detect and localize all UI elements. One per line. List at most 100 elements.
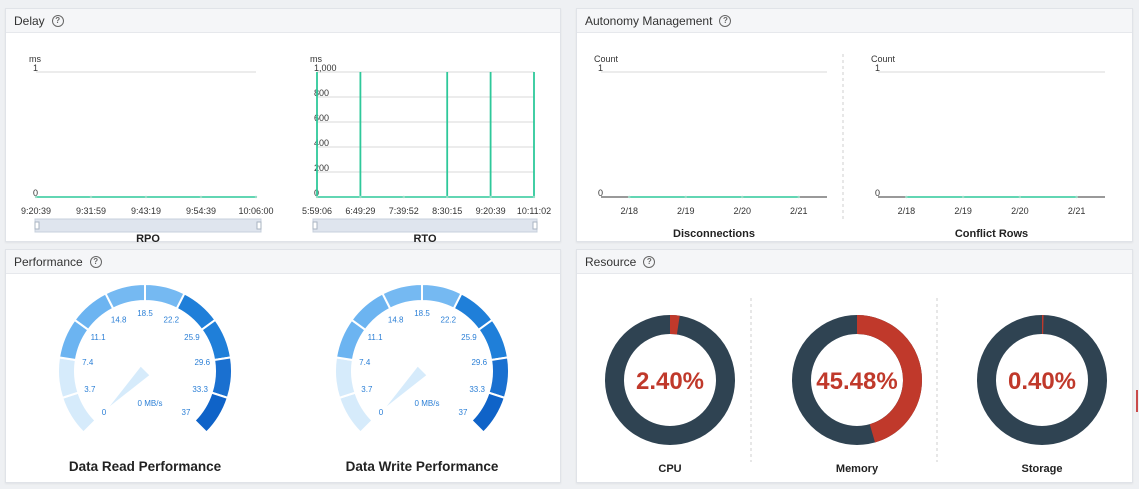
y-tick-label: 1 (33, 63, 38, 73)
data-point (905, 195, 908, 199)
data-point (402, 195, 405, 199)
gauge-title: Data Read Performance (69, 459, 222, 474)
data-point (628, 195, 631, 199)
y-tick-label: 0 (598, 188, 603, 198)
gauge-title: Data Write Performance (346, 459, 499, 474)
chart-title: RTO (413, 233, 436, 245)
x-tick-label: 9:20:39 (476, 206, 506, 216)
gauge-tick-label: 7.4 (82, 358, 94, 367)
data-point (684, 195, 687, 199)
donut-storage: 0.40% Storage (977, 315, 1107, 475)
data-point (315, 195, 319, 199)
resource-panel: Resource ? 2.40% CPU 45.48% Memory 0.40% Stor… (576, 249, 1133, 483)
edge-marker (1136, 390, 1138, 412)
x-tick-label: 2/20 (733, 206, 751, 216)
x-tick-label: 2/18 (898, 206, 916, 216)
x-tick-label: 2/21 (790, 206, 808, 216)
gauge-tick-label: 37 (459, 408, 468, 417)
help-icon[interactable]: ? (719, 14, 732, 27)
y-tick-label: 400 (314, 138, 329, 148)
data-point (1075, 195, 1078, 199)
chart-conflict-rows: Count 0 1 2/18 2/19 2/20 2/21 Conflict Rows (871, 54, 1105, 240)
y-axis-unit: Count (871, 54, 896, 64)
gauge-needle (386, 366, 427, 407)
y-tick-label: 1,000 (314, 63, 337, 73)
data-point (1018, 195, 1022, 199)
gauge-tick-label: 3.7 (84, 385, 96, 394)
performance-gauges: 0 3.7 7.4 11.1 14.8 18.5 22.2 25.9 29.6 33.3 37 0 M… (57, 282, 510, 474)
y-axis-unit: ms (29, 54, 41, 64)
delay-panel-title: Delay (14, 13, 45, 28)
delay-panel-header: Delay ? (6, 9, 560, 33)
delay-charts: ms 0 1 9:20:39 9:31:59 9:43:19 9:54:39 10:06:00… (21, 54, 551, 245)
data-point (446, 195, 449, 199)
gauge-tick-label: 18.5 (137, 309, 153, 318)
gauge-tick-label: 25.9 (461, 333, 477, 342)
x-tick-label: 9:31:59 (76, 206, 106, 216)
donut-value-arc (792, 315, 922, 445)
donut-memory: 45.48% Memory (792, 315, 922, 475)
slider-handle-right (256, 221, 262, 230)
y-tick-label: 0 (875, 188, 880, 198)
gauge-tick-label: 0 (102, 408, 107, 417)
help-icon[interactable]: ? (89, 255, 102, 268)
gauge-tick-label: 22.2 (164, 315, 180, 324)
x-tick-label: 6:49:29 (345, 206, 375, 216)
gauge-tick-label: 22.2 (441, 315, 457, 324)
data-point (359, 195, 362, 199)
data-point (89, 195, 93, 199)
gauge-data-read-performance: 0 3.7 7.4 11.1 14.8 18.5 22.2 25.9 29.6 33.3 37 0 M… (57, 282, 233, 474)
y-tick-label: 0 (33, 188, 38, 198)
gauge-segment (193, 391, 230, 434)
gauge-tick-label: 11.1 (91, 333, 107, 342)
gauge-segment (60, 391, 97, 434)
delay-panel: Delay ? ms 0 1 9:20:39 9:31:59 9:43:19 9:54:39… (5, 8, 561, 245)
gauge-tick-label: 7.4 (359, 358, 371, 367)
x-tick-label: 10:06:00 (238, 206, 273, 216)
donut-value-text: 0.40% (1008, 368, 1076, 395)
gauge-tick-label: 0 (379, 408, 384, 417)
gauge-tick-label: 25.9 (184, 333, 200, 342)
autonomy-panel-header: Autonomy Management ? (577, 9, 1132, 33)
gauge-segment (470, 391, 507, 434)
gauge-tick-label: 3.7 (361, 385, 373, 394)
gauge-tick-label: 14.8 (111, 315, 127, 324)
gauge-tick-label: 37 (182, 408, 191, 417)
chart-disconnections: Count 0 1 2/18 2/19 2/20 2/21 Disconnections (594, 54, 827, 240)
gauge-tick-label: 29.6 (194, 358, 210, 367)
donut-value-text: 45.48% (816, 368, 897, 395)
chart-title: Conflict Rows (955, 228, 1028, 240)
x-tick-label: 2/19 (677, 206, 695, 216)
donut-value-arc (977, 315, 1107, 445)
y-tick-label: 800 (314, 88, 329, 98)
performance-panel-title: Performance (14, 254, 83, 269)
gauge-segment (477, 318, 510, 362)
help-icon[interactable]: ? (643, 255, 656, 268)
x-tick-label: 2/19 (954, 206, 972, 216)
x-tick-label: 2/21 (1068, 206, 1086, 216)
resource-donuts: 2.40% CPU 45.48% Memory 0.40% Storage (605, 298, 1107, 475)
data-point (199, 195, 203, 199)
gauge-value-label: 0 MB/s (415, 399, 440, 408)
x-tick-label: 5:59:06 (302, 206, 332, 216)
x-tick-label: 8:30:15 (432, 206, 462, 216)
slider-handle-left (34, 221, 40, 230)
x-tick-label: 9:54:39 (186, 206, 216, 216)
y-tick-label: 1 (875, 63, 880, 73)
gauge-segment (337, 391, 374, 434)
gauge-segment (210, 356, 233, 400)
gauge-data-write-performance: 0 3.7 7.4 11.1 14.8 18.5 22.2 25.9 29.6 33.3 37 0 M… (334, 282, 510, 474)
range-slider (34, 218, 262, 233)
gauge-segment (334, 356, 357, 400)
x-tick-label: 9:20:39 (21, 206, 51, 216)
donut-label: CPU (658, 463, 681, 475)
donut-value-text: 2.40% (636, 368, 704, 395)
y-axis-unit: Count (594, 54, 619, 64)
performance-panel: Performance ? 0 3.7 7.4 11.1 14.8 18.5 22.2 25.… (5, 249, 561, 483)
chart-title: Disconnections (673, 228, 755, 240)
y-tick-label: 200 (314, 163, 329, 173)
help-icon[interactable]: ? (51, 14, 64, 27)
gauge-tick-label: 33.3 (469, 385, 485, 394)
x-tick-label: 2/20 (1011, 206, 1029, 216)
donut-cpu: 2.40% CPU (605, 315, 735, 475)
